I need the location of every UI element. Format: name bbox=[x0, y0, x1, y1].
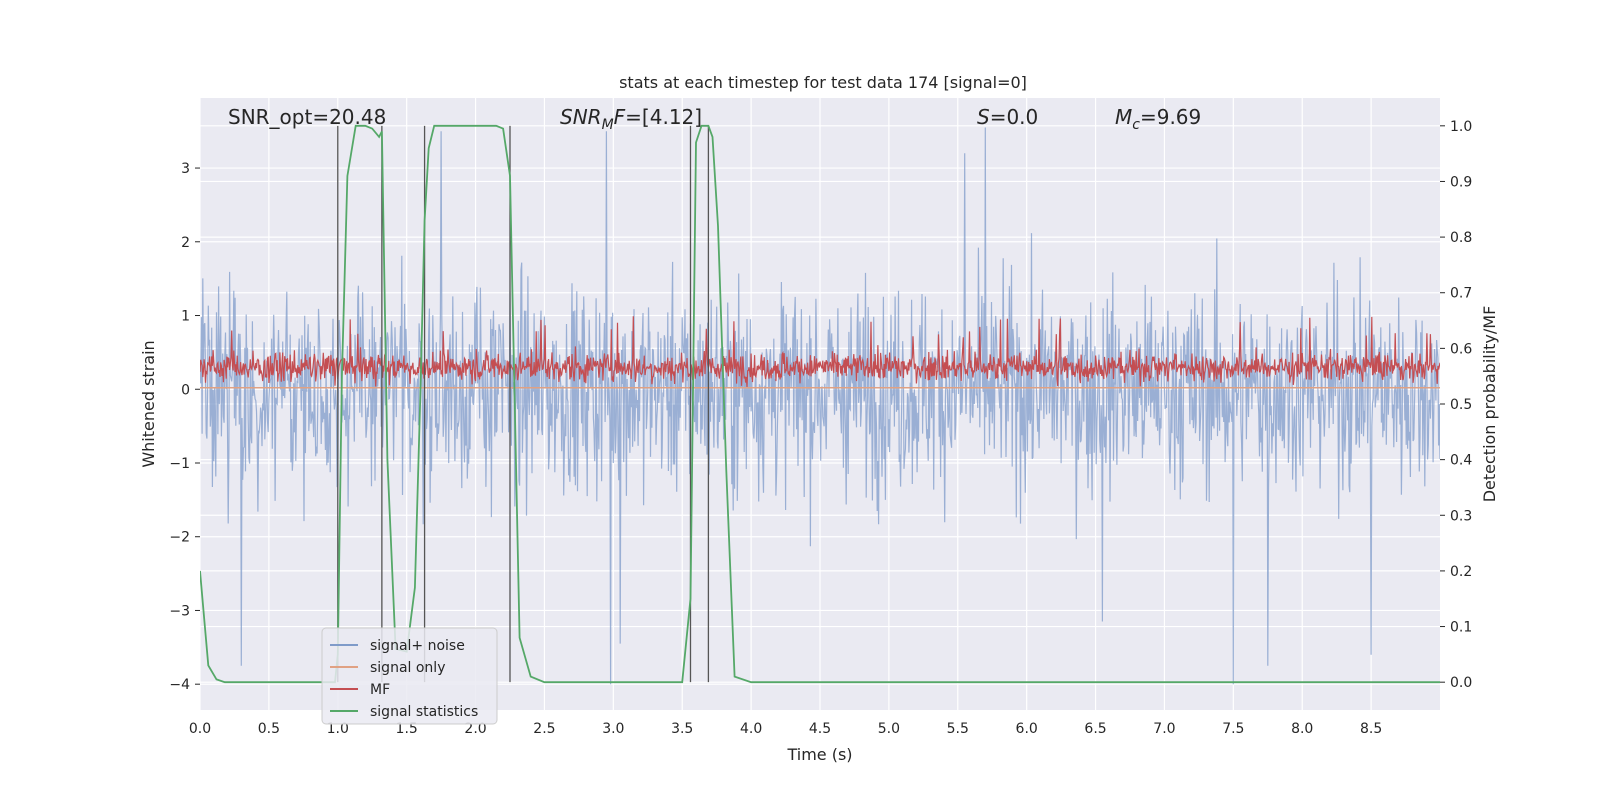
y2-tick-label: 0.6 bbox=[1450, 341, 1472, 357]
y-tick-label: −1 bbox=[169, 456, 190, 472]
mc-symbol: M bbox=[1115, 105, 1132, 129]
y2-tick-label: 1.0 bbox=[1450, 119, 1472, 135]
y-tick-label: 2 bbox=[181, 235, 190, 251]
snr-mf-symbol: SNR bbox=[560, 105, 602, 129]
x-axis-ticks: 0.0 0.5 1.0 1.5 2.0 2.5 3.0 3.5 4.0 4.5 5.0 5.5 6.0 6… bbox=[189, 721, 1382, 737]
x-tick-label: 4.5 bbox=[809, 721, 831, 737]
x-tick-label: 5.0 bbox=[878, 721, 900, 737]
x-tick-label: 7.5 bbox=[1222, 721, 1244, 737]
y2-tick-label: 0.3 bbox=[1450, 508, 1472, 524]
y2-tick-label: 0.4 bbox=[1450, 453, 1472, 469]
legend-entries: signal+ noise signal only MF signal statist… bbox=[330, 638, 478, 720]
y-tick-label: −4 bbox=[169, 677, 190, 693]
y-tick-label: 1 bbox=[181, 309, 190, 325]
x-tick-label: 4.0 bbox=[740, 721, 762, 737]
x-tick-label: 0.5 bbox=[258, 721, 280, 737]
y2-tick-label: 0.5 bbox=[1450, 397, 1472, 413]
y2-tick-label: 0.7 bbox=[1450, 286, 1472, 302]
y-tick-label: −2 bbox=[169, 530, 190, 546]
y2-tick-label: 0.1 bbox=[1450, 620, 1472, 636]
y2-axis-ticks: 0.0 0.1 0.2 0.3 0.4 0.5 0.6 0.7 0.8 0.9 1.0 bbox=[1440, 119, 1472, 691]
y-axis-ticks: −4 −3 −2 −1 0 1 2 3 bbox=[169, 161, 200, 693]
y2-axis-label: Detection probability/MF bbox=[1480, 306, 1499, 503]
chart-title: stats at each timestep for test data 174… bbox=[619, 73, 1027, 92]
y2-tick-label: 0.2 bbox=[1450, 564, 1472, 580]
annotation-s: S=0.0 bbox=[977, 105, 1038, 129]
x-tick-label: 3.5 bbox=[671, 721, 693, 737]
y-tick-label: 0 bbox=[181, 382, 190, 398]
series-signal-statistics bbox=[200, 124, 1440, 684]
series-signal-noise bbox=[200, 127, 1440, 685]
snr-mf-subscript: M bbox=[602, 117, 614, 133]
y2-tick-label: 0.9 bbox=[1450, 174, 1472, 190]
y2-tick-label: 0.8 bbox=[1450, 230, 1472, 246]
x-tick-label: 6.0 bbox=[1016, 721, 1038, 737]
y-tick-label: 3 bbox=[181, 161, 190, 177]
x-tick-label: 0.0 bbox=[189, 721, 211, 737]
annotation-mc: Mc=9.69 bbox=[1115, 105, 1201, 133]
y2-tick-label: 0.0 bbox=[1450, 675, 1472, 691]
snr-mf-value: =[4.12] bbox=[625, 105, 702, 129]
x-tick-label: 2.5 bbox=[533, 721, 555, 737]
s-symbol: S bbox=[977, 105, 990, 129]
x-tick-label: 8.0 bbox=[1291, 721, 1313, 737]
x-tick-label: 1.0 bbox=[327, 721, 349, 737]
annotation-snr-mf: SNRMF=[4.12] bbox=[560, 105, 702, 133]
x-tick-label: 2.0 bbox=[464, 721, 486, 737]
x-axis-label: Time (s) bbox=[786, 745, 852, 764]
legend-box bbox=[321, 627, 498, 725]
y-axis-label: Whitened strain bbox=[139, 340, 158, 467]
series-mf bbox=[200, 316, 1440, 388]
mc-subscript: c bbox=[1132, 117, 1140, 133]
x-tick-label: 1.5 bbox=[396, 721, 418, 737]
mc-value: =9.69 bbox=[1140, 105, 1201, 129]
x-tick-label: 7.0 bbox=[1153, 721, 1175, 737]
legend-label: signal only bbox=[370, 660, 445, 676]
x-tick-label: 5.5 bbox=[947, 721, 969, 737]
snr-mf-tail: F bbox=[614, 105, 626, 129]
x-tick-label: 8.5 bbox=[1360, 721, 1382, 737]
legend: signal+ noise signal only MF signal statist… bbox=[321, 627, 498, 725]
x-tick-label: 6.5 bbox=[1084, 721, 1106, 737]
y-tick-label: −3 bbox=[169, 603, 190, 619]
annotation-snr-opt: SNR_opt=20.48 bbox=[228, 105, 386, 129]
legend-label: MF bbox=[370, 682, 390, 698]
legend-label: signal+ noise bbox=[370, 638, 465, 654]
legend-label: signal statistics bbox=[370, 704, 478, 720]
s-value: =0.0 bbox=[990, 105, 1039, 129]
x-tick-label: 3.0 bbox=[602, 721, 624, 737]
